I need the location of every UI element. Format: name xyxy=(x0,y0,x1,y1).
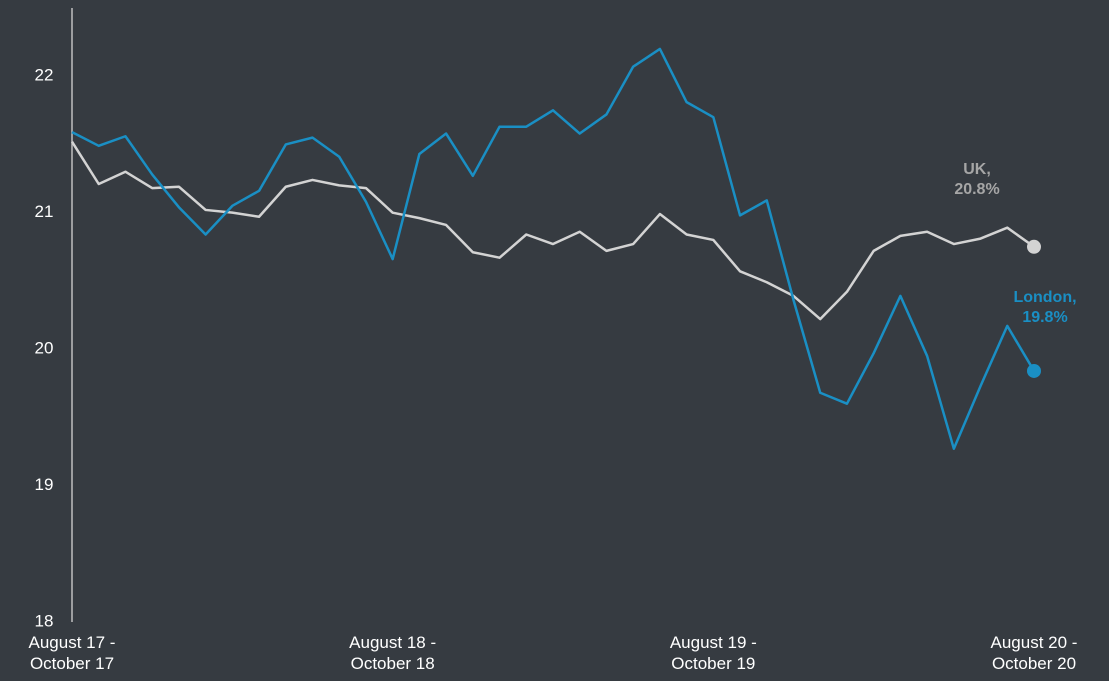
x-tick-label: August 19 - October 19 xyxy=(669,633,757,673)
annotation: London, 19.8% xyxy=(1013,289,1077,326)
annotation: UK, 20.8% xyxy=(954,161,1000,198)
y-tick-label: 21 xyxy=(35,202,54,221)
series-line xyxy=(70,141,1035,321)
series-line xyxy=(71,47,1036,450)
y-tick-label: 22 xyxy=(35,66,54,85)
x-tick-label: August 17 - October 17 xyxy=(28,633,116,673)
end-point xyxy=(1027,239,1041,254)
x-tick-label: August 18 - October 18 xyxy=(349,633,437,673)
y-tick-label: 20 xyxy=(35,339,54,358)
x-tick-label: August 20 - October 20 xyxy=(990,633,1078,673)
y-tick-label: 19 xyxy=(35,475,54,494)
end-point xyxy=(1027,363,1041,378)
y-tick-label: 18 xyxy=(35,611,54,630)
